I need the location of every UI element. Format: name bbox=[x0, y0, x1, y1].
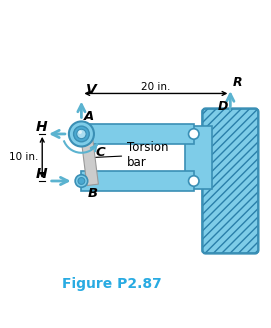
Circle shape bbox=[69, 121, 94, 147]
Polygon shape bbox=[81, 124, 194, 144]
Circle shape bbox=[78, 177, 85, 184]
Text: H: H bbox=[36, 120, 47, 134]
Text: H: H bbox=[36, 167, 47, 181]
Circle shape bbox=[189, 176, 199, 186]
Polygon shape bbox=[80, 129, 98, 186]
Polygon shape bbox=[81, 171, 194, 191]
Text: B: B bbox=[88, 187, 98, 200]
Text: V: V bbox=[86, 83, 97, 97]
Circle shape bbox=[73, 126, 89, 142]
Text: Torsion
bar: Torsion bar bbox=[96, 141, 169, 169]
Text: 10 in.: 10 in. bbox=[9, 153, 38, 162]
Text: A: A bbox=[83, 110, 94, 123]
Text: D: D bbox=[218, 100, 228, 113]
Text: R: R bbox=[233, 76, 243, 89]
Circle shape bbox=[189, 129, 199, 139]
Text: 20 in.: 20 in. bbox=[141, 82, 170, 92]
Circle shape bbox=[75, 175, 88, 187]
Text: C: C bbox=[96, 146, 105, 159]
Circle shape bbox=[78, 130, 82, 134]
Polygon shape bbox=[185, 126, 212, 189]
Circle shape bbox=[77, 129, 86, 139]
Text: Figure P2.87: Figure P2.87 bbox=[62, 277, 161, 291]
FancyBboxPatch shape bbox=[202, 109, 258, 253]
